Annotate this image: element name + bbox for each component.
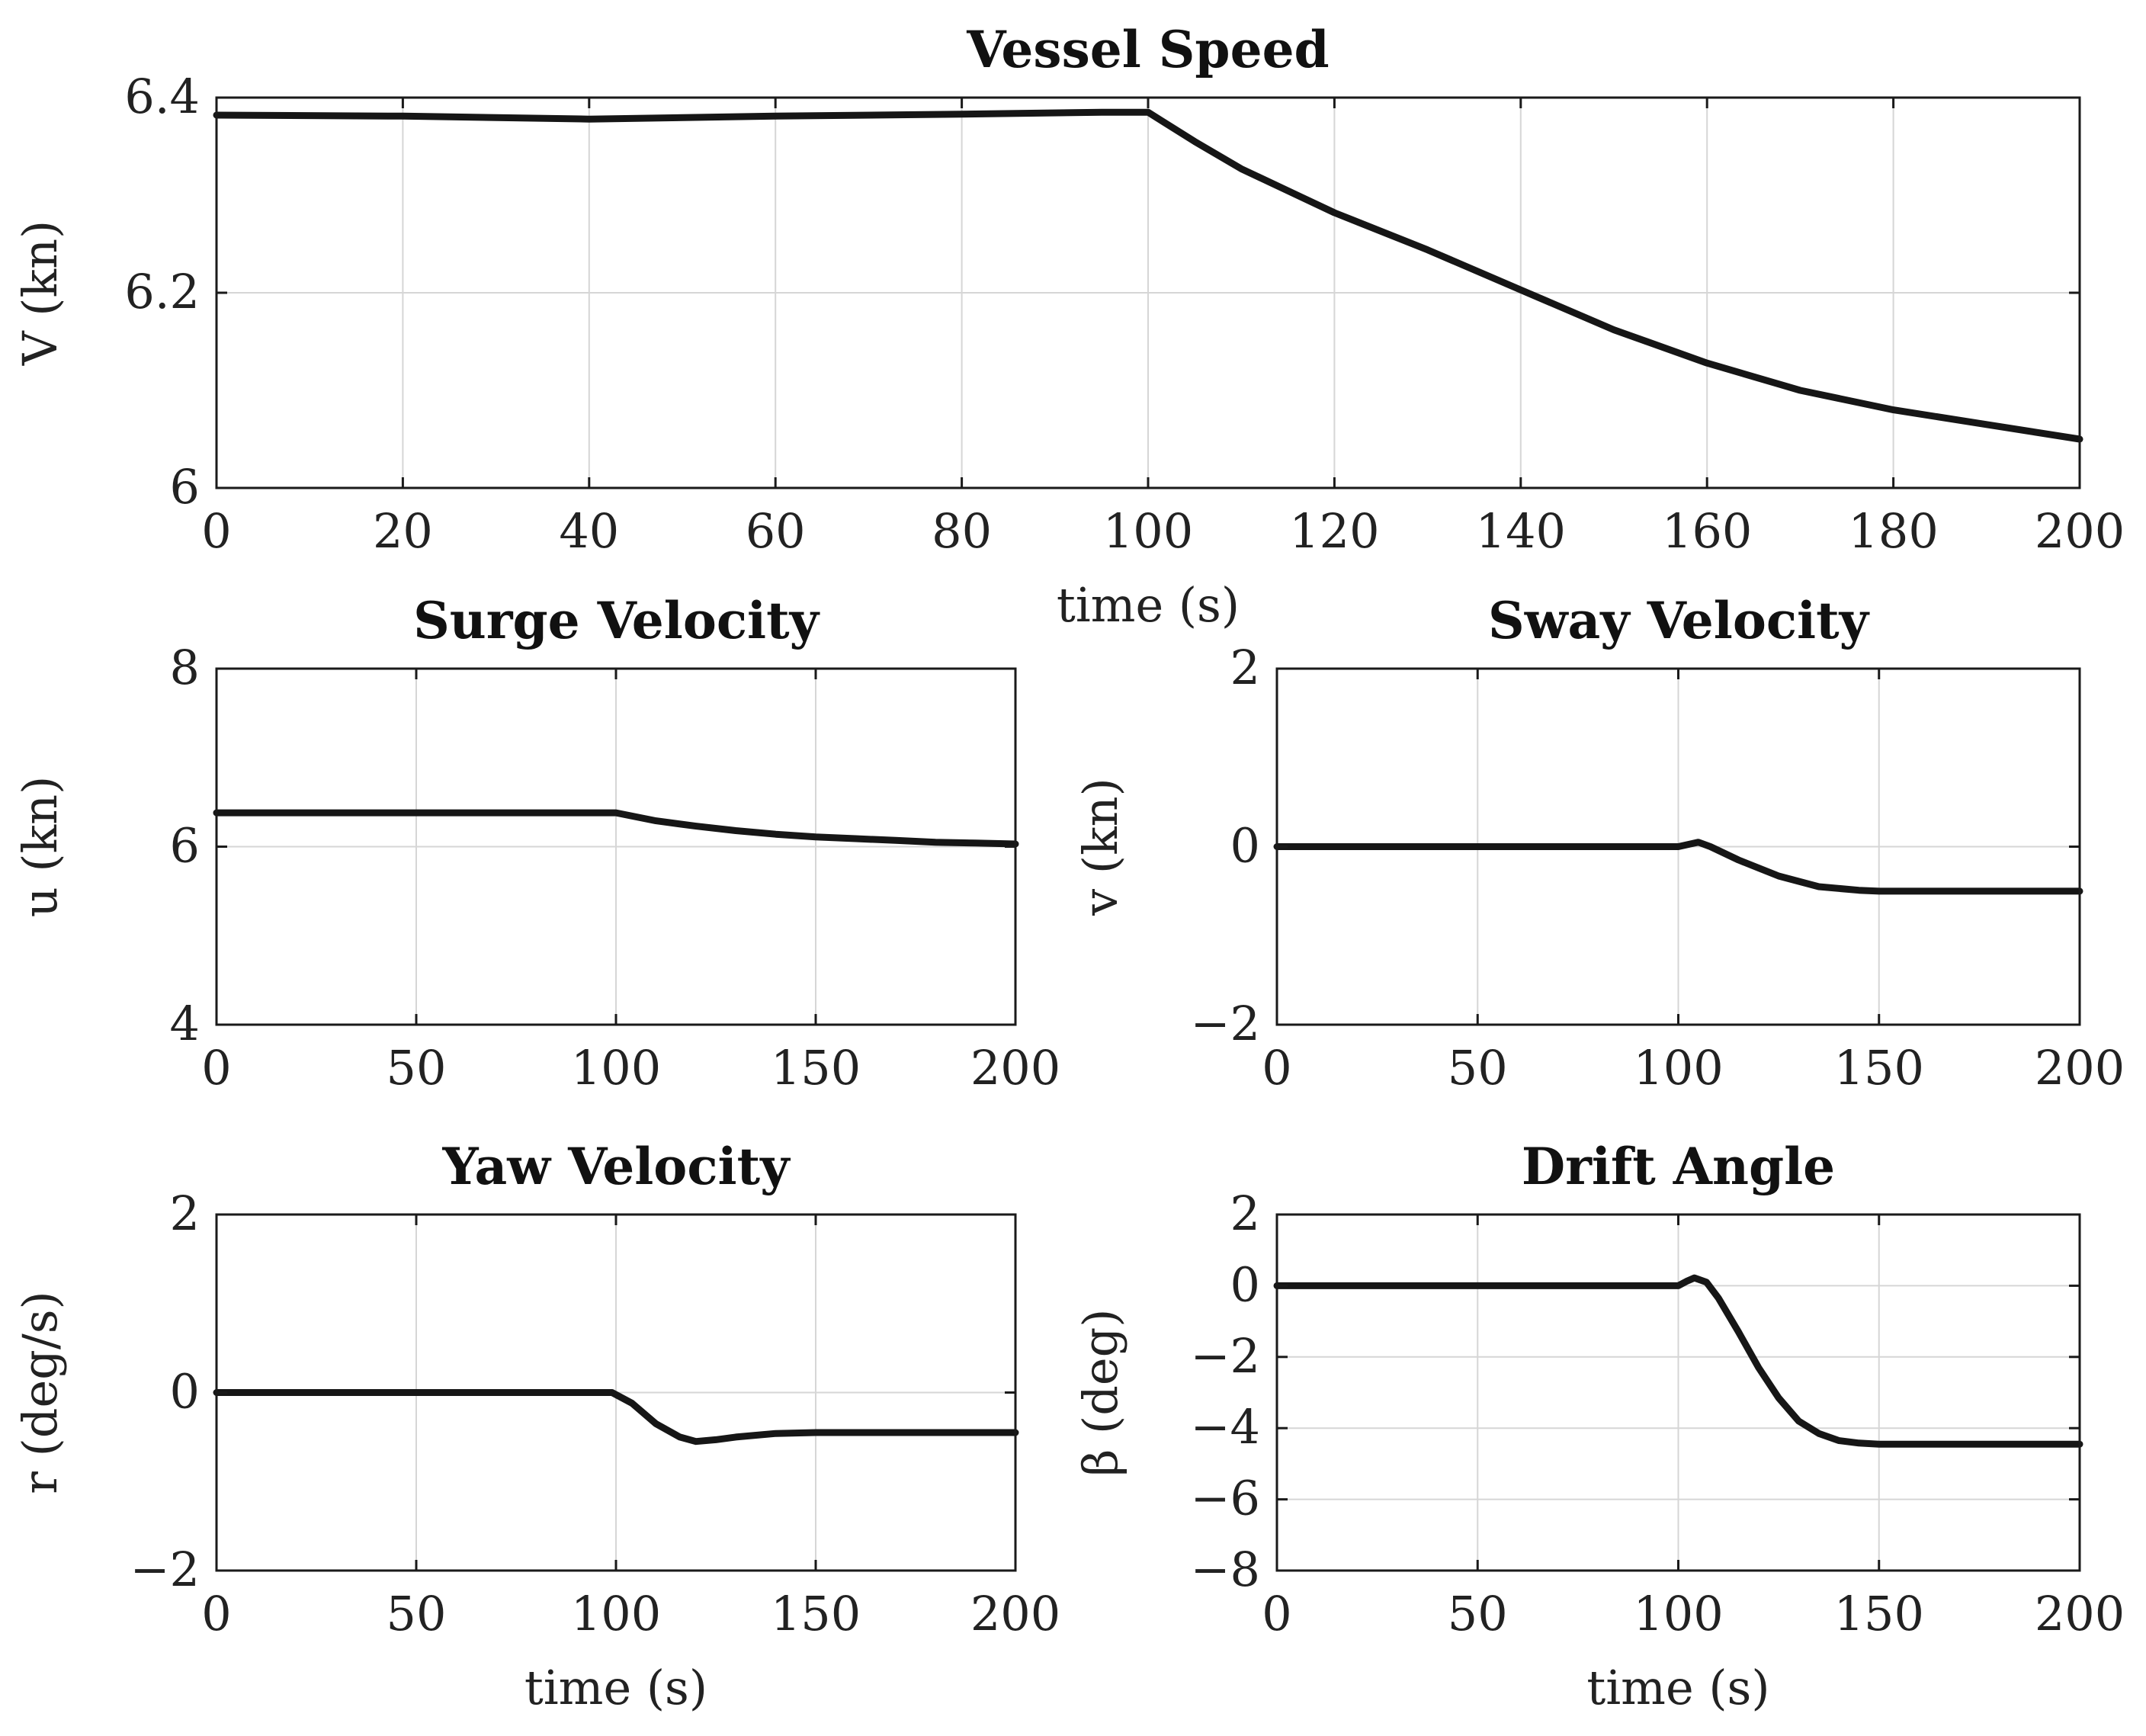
chart-title: Drift Angle bbox=[1522, 1137, 1835, 1196]
x-tick-label: 50 bbox=[1448, 1040, 1508, 1096]
y-tick-label: 2 bbox=[170, 1186, 200, 1241]
chart-title: Vessel Speed bbox=[966, 20, 1329, 79]
series-line-v bbox=[1273, 839, 2083, 895]
chart-vessel-speed: 0 20 40 60 80 100 120 140 160 180 200 6 6.2 6.4 Vessel… bbox=[12, 20, 2125, 633]
y-tick-label: 2 bbox=[1230, 1186, 1260, 1241]
series-line-V bbox=[213, 108, 2083, 443]
x-tick-label: 100 bbox=[1103, 503, 1193, 559]
x-tick-label: 60 bbox=[746, 503, 806, 559]
x-tick-label: 0 bbox=[201, 503, 231, 559]
x-tick-label: 100 bbox=[571, 1586, 661, 1641]
y-tick-label: −6 bbox=[1191, 1471, 1260, 1526]
series-line-u bbox=[213, 809, 1019, 848]
x-tick-label: 150 bbox=[771, 1586, 861, 1641]
y-tick-label: −2 bbox=[1191, 996, 1260, 1051]
x-tick-label: 200 bbox=[2035, 1040, 2125, 1096]
x-tick-label: 120 bbox=[1289, 503, 1379, 559]
x-tick-label: 50 bbox=[387, 1586, 447, 1641]
y-tick-label: 4 bbox=[170, 996, 200, 1051]
y-tick-label: −2 bbox=[130, 1542, 200, 1597]
y-tick-label: −4 bbox=[1191, 1399, 1260, 1455]
chart-title: Sway Velocity bbox=[1488, 591, 1870, 650]
x-tick-label: 200 bbox=[970, 1586, 1060, 1641]
chart-surge-velocity: 0 50 100 150 200 4 6 8 Surge Velocity u (kn) bbox=[12, 591, 1060, 1096]
y-tick-label: −2 bbox=[1191, 1328, 1260, 1384]
x-tick-label: 50 bbox=[1448, 1586, 1508, 1641]
x-tick-label: 150 bbox=[1834, 1586, 1924, 1641]
y-axis-label: β (deg) bbox=[1073, 1309, 1128, 1477]
y-tick-label: 6 bbox=[170, 818, 200, 874]
x-tick-label: 0 bbox=[1262, 1040, 1291, 1096]
y-tick-label: 0 bbox=[1230, 1256, 1260, 1312]
x-tick-label: 140 bbox=[1476, 503, 1566, 559]
y-tick-label: −8 bbox=[1191, 1542, 1260, 1597]
y-axis-label: u (kn) bbox=[12, 776, 68, 918]
x-tick-label: 0 bbox=[201, 1040, 231, 1096]
x-tick-label: 40 bbox=[559, 503, 619, 559]
y-tick-label: 6.2 bbox=[124, 264, 200, 319]
y-tick-label: 2 bbox=[1230, 640, 1260, 695]
x-tick-label: 0 bbox=[1262, 1586, 1291, 1641]
x-tick-label: 80 bbox=[932, 503, 992, 559]
y-axis-label: r (deg/s) bbox=[12, 1291, 68, 1494]
x-tick-label: 100 bbox=[1633, 1586, 1723, 1641]
x-tick-label: 150 bbox=[1834, 1040, 1924, 1096]
x-tick-label: 200 bbox=[970, 1040, 1060, 1096]
x-axis-label: time (s) bbox=[1586, 1660, 1769, 1715]
x-tick-label: 0 bbox=[201, 1586, 231, 1641]
x-tick-label: 150 bbox=[771, 1040, 861, 1096]
series-line-beta bbox=[1273, 1274, 2083, 1448]
chart-drift-angle: 0 50 100 150 200 −8 −6 −4 −2 0 2 Drift Angle β (deg)… bbox=[1073, 1137, 2125, 1715]
x-tick-label: 100 bbox=[1633, 1040, 1723, 1096]
chart-title: Surge Velocity bbox=[413, 591, 820, 650]
x-tick-label: 100 bbox=[571, 1040, 661, 1096]
y-tick-label: 6.4 bbox=[124, 69, 200, 124]
x-tick-label: 50 bbox=[387, 1040, 447, 1096]
y-tick-label: 0 bbox=[1230, 818, 1260, 874]
series-line-r bbox=[213, 1389, 1019, 1446]
y-tick-label: 8 bbox=[170, 640, 200, 695]
y-tick-label: 6 bbox=[170, 459, 200, 515]
x-axis-label: time (s) bbox=[524, 1660, 707, 1715]
y-axis-label: V (kn) bbox=[12, 220, 68, 366]
x-tick-label: 160 bbox=[1662, 503, 1752, 559]
x-axis-label: time (s) bbox=[1057, 577, 1240, 633]
x-tick-label: 20 bbox=[373, 503, 433, 559]
y-axis-label: v (kn) bbox=[1073, 778, 1128, 916]
y-tick-label: 0 bbox=[170, 1364, 200, 1420]
chart-title: Yaw Velocity bbox=[442, 1137, 791, 1196]
x-tick-label: 200 bbox=[2035, 1586, 2125, 1641]
x-tick-label: 200 bbox=[2035, 503, 2125, 559]
x-tick-label: 180 bbox=[1848, 503, 1938, 559]
